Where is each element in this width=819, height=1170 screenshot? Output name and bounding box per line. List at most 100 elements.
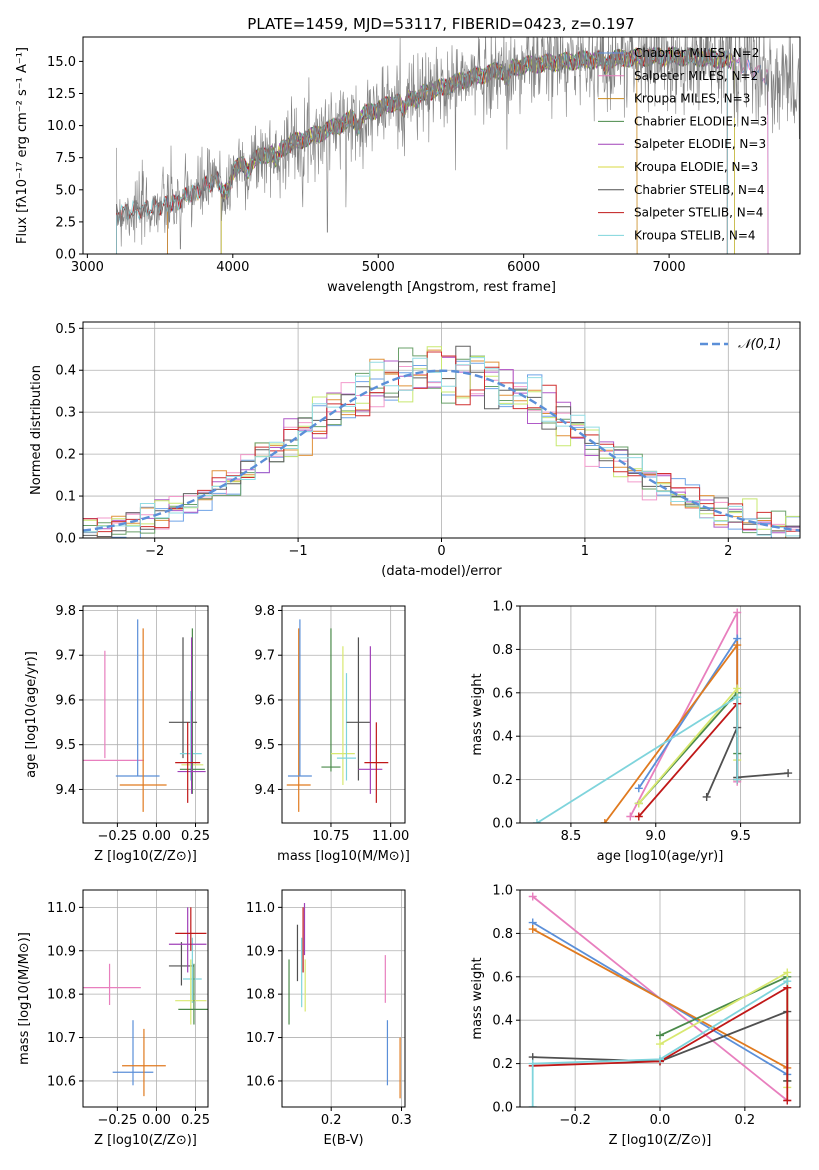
mass-vs-Z-plot-area xyxy=(83,907,208,1097)
x-tick-label: 0 xyxy=(437,544,445,559)
y-axis-label: mass weight xyxy=(470,673,485,755)
y-tick-label: 9.6 xyxy=(55,693,76,708)
y-tick-label: 10.7 xyxy=(246,1031,275,1046)
x-tick-label: 8.5 xyxy=(561,829,582,844)
legend-label: Salpeter STELIB, N=4 xyxy=(634,206,763,220)
axes-frame xyxy=(519,889,801,1108)
x-tick-label: −0.25 xyxy=(97,1113,137,1128)
y-tick-label: 0.2 xyxy=(492,773,513,788)
y-tick-label: 0.4 xyxy=(55,364,76,379)
weight-point-marker xyxy=(702,792,711,801)
weight-point-marker xyxy=(733,684,742,693)
x-tick-label: 0.00 xyxy=(142,1113,171,1128)
age-vs-Z-plot-area xyxy=(83,619,206,812)
y-tick-label: 0.1 xyxy=(55,490,76,505)
y-tick-label: 9.8 xyxy=(55,604,76,619)
x-tick-label: 0.2 xyxy=(735,1113,756,1128)
x-tick-label: 10.75 xyxy=(312,829,349,844)
y-tick-label: 0.6 xyxy=(492,686,513,701)
x-tick-label: 1 xyxy=(581,544,589,559)
weight-point-marker xyxy=(733,608,742,617)
y-tick-label: 1.0 xyxy=(492,884,513,899)
x-axis-label: mass [log10(M/M⊙)] xyxy=(277,849,410,864)
y-tick-label: 0.8 xyxy=(492,643,513,658)
mass-vs-ebv-plot-area xyxy=(288,903,401,1099)
y-axis-label: Normed distribution xyxy=(29,365,44,495)
x-tick-label: 0.00 xyxy=(142,829,171,844)
y-tick-label: 0.0 xyxy=(492,1101,513,1116)
axes-frame xyxy=(82,36,801,255)
weight-point-marker xyxy=(733,775,742,784)
y-tick-label: 11.0 xyxy=(246,901,275,916)
weight-point-marker xyxy=(528,892,537,901)
weight-point-marker xyxy=(532,819,541,823)
y-tick-label: 10.8 xyxy=(246,988,275,1003)
x-tick-label: −1 xyxy=(289,544,308,559)
x-axis-label: wavelength [Angstrom, rest frame] xyxy=(327,280,556,295)
y-axis-label: mass weight xyxy=(470,957,485,1039)
legend-label: Kroupa ELODIE, N=3 xyxy=(634,160,758,174)
spectrum-plot-area xyxy=(116,37,800,254)
y-tick-label: 10.0 xyxy=(47,119,76,134)
y-tick-label: 0.6 xyxy=(492,970,513,985)
legend-label: Salpeter ELODIE, N=3 xyxy=(634,137,766,151)
x-axis-label: Z [log10(Z/Z⊙)] xyxy=(94,1133,197,1148)
weight-vs-age-panel: 8.5 9.0 9.5 0.0 0.2 0.4 0.6 0.8 1.0 age [log10(ag… xyxy=(470,600,801,864)
y-tick-label: 10.9 xyxy=(246,944,275,959)
weight-point-marker xyxy=(783,968,792,977)
axes-frame xyxy=(82,321,801,539)
weight-point-marker xyxy=(784,769,793,778)
residual-histogram xyxy=(83,357,800,538)
y-tick-label: 10.7 xyxy=(47,1031,76,1046)
y-tick-label: 0.2 xyxy=(492,1057,513,1072)
residuals-panel: −2 −1 0 1 2 0.0 0.1 0.2 0.3 0.4 0.5 (data-model)/er… xyxy=(29,321,801,579)
x-tick-label: 0.25 xyxy=(181,829,210,844)
y-tick-label: 9.4 xyxy=(55,783,76,798)
x-tick-label: −0.2 xyxy=(559,1113,591,1128)
weight-point-marker xyxy=(634,784,643,793)
weight-series-line xyxy=(532,928,788,1069)
observed-spectrum-line xyxy=(116,37,800,250)
legend-label: Chabrier STELIB, N=4 xyxy=(634,183,765,197)
y-tick-label: 0.4 xyxy=(492,730,513,745)
axes-frame xyxy=(281,605,406,824)
x-tick-label: 7000 xyxy=(653,260,686,275)
age-vs-mass-panel: 10.75 11.00 9.4 9.5 9.6 9.7 9.8 mass [log10(M/M… xyxy=(254,604,410,864)
y-axis-label: Flux [fλ10⁻¹⁷ erg cm⁻² s⁻¹ A⁻¹] xyxy=(15,47,30,244)
legend-label: Salpeter MILES, N=2 xyxy=(634,69,758,83)
weight-series-line xyxy=(531,980,788,1107)
weight-vs-Z-panel: −0.2 0.0 0.2 0.0 0.2 0.4 0.6 0.8 1.0 Z [log10(Z/Z… xyxy=(470,884,801,1148)
axes-frame xyxy=(281,889,406,1108)
x-tick-label: −0.25 xyxy=(97,829,137,844)
x-tick-label: 11.00 xyxy=(372,829,409,844)
weight-point-marker xyxy=(528,1103,537,1107)
weight-point-marker xyxy=(783,1096,792,1105)
legend-label: Kroupa MILES, N=3 xyxy=(634,92,750,106)
x-tick-label: 3000 xyxy=(71,260,104,275)
weight-point-marker xyxy=(528,1059,537,1068)
weight-vs-age-plot-area xyxy=(532,608,793,823)
x-tick-label: 2 xyxy=(724,544,732,559)
legend-label: Kroupa STELIB, N=4 xyxy=(634,228,756,242)
y-tick-label: 0.8 xyxy=(492,927,513,942)
weight-point-marker xyxy=(600,819,609,823)
weight-point-marker xyxy=(634,812,643,821)
y-tick-label: 2.5 xyxy=(55,215,76,230)
x-tick-label: 0.2 xyxy=(321,1113,342,1128)
y-axis-label: mass [log10(M/M⊙)] xyxy=(17,932,32,1065)
x-axis-label: age [log10(age/yr)] xyxy=(597,849,724,864)
age-vs-mass-plot-area xyxy=(286,619,389,812)
legend-label: 𝒩(0,1) xyxy=(738,337,781,352)
y-tick-label: 0.0 xyxy=(55,248,76,263)
y-tick-label: 9.7 xyxy=(254,649,275,664)
mass-vs-Z-panel: −0.25 0.00 0.25 10.6 10.7 10.8 10.9 11.0 Z [log1… xyxy=(17,889,210,1148)
x-tick-label: 4000 xyxy=(216,260,249,275)
y-tick-label: 9.7 xyxy=(55,649,76,664)
y-tick-label: 7.5 xyxy=(55,151,76,166)
residuals-plot-area xyxy=(83,345,800,538)
spectrum-panel: 3000 4000 5000 6000 7000 0.0 2.5 5.0 7.5 10.0 12.5… xyxy=(15,36,801,295)
y-tick-label: 11.0 xyxy=(47,901,76,916)
age-vs-Z-panel: −0.25 0.00 0.25 9.4 9.5 9.6 9.7 9.8 Z [log10(Z/Z… xyxy=(24,604,210,864)
